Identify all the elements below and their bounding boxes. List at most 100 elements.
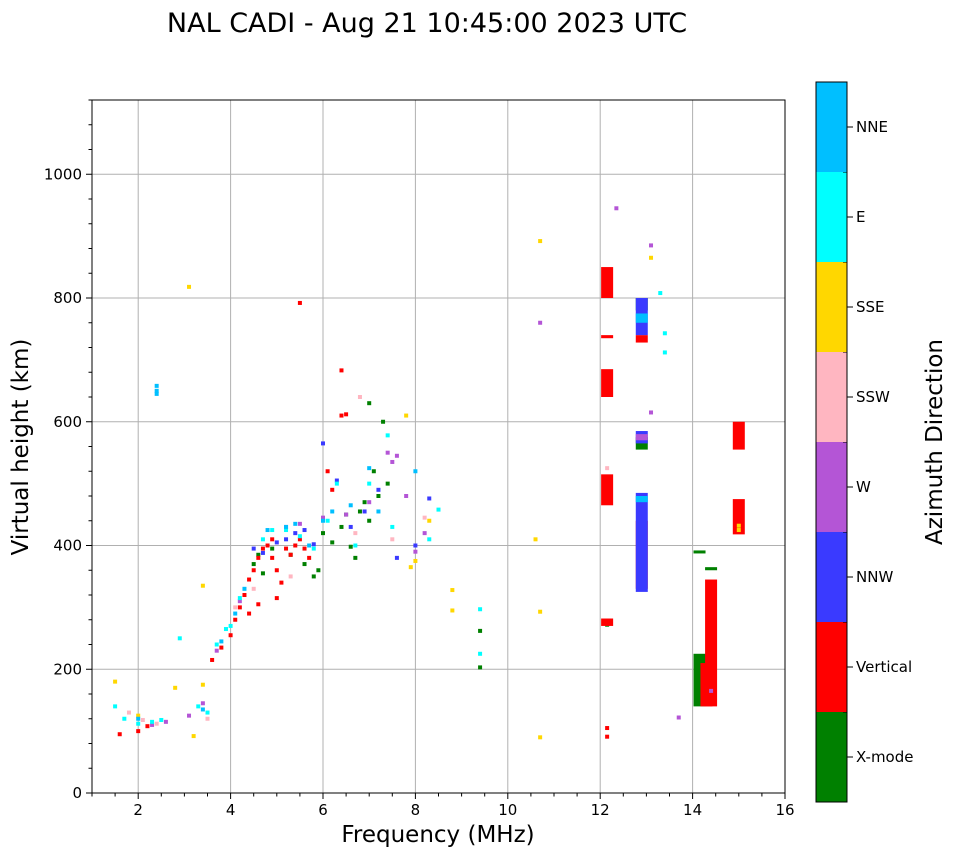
data-point-x-mode [478,665,483,670]
data-point-nnw [311,542,316,547]
data-block-vertical [601,618,614,626]
data-point-vertical [293,543,298,548]
data-point-sse [113,679,118,684]
data-point-nne [154,383,159,388]
data-point-e [228,623,233,628]
data-point-w [200,701,205,706]
colorbar-tick-label: NNW [856,568,893,586]
y-tick-label: 0 [72,784,82,802]
data-point-vertical [247,577,252,582]
data-block-vertical [635,335,648,343]
data-point-vertical [260,546,265,551]
data-point-e [390,524,395,529]
data-point-sse [538,735,543,740]
data-point-x-mode [339,524,344,529]
data-point-nnw [334,478,339,483]
y-tick-label: 200 [53,660,82,678]
data-point-nnw [362,509,367,514]
x-tick-label: 8 [411,801,421,819]
data-point-x-mode [357,509,362,514]
data-point-vertical [297,300,302,305]
data-point-x-mode [367,518,372,523]
data-point-x-mode [376,494,381,498]
data-block-vertical [732,421,745,450]
data-point-sse [450,588,455,593]
data-point-vertical [330,487,335,492]
data-point-sse [413,558,418,563]
colorbar-segment [816,712,847,802]
data-point-nne [242,586,247,591]
data-point-w [390,459,395,464]
data-point-vertical [242,593,247,597]
colorbar-segment [816,172,847,262]
data-point-vertical [145,724,150,729]
data-point-vertical [237,605,242,610]
data-point-w [214,648,219,653]
data-point-e [325,518,330,523]
data-point-nnw [394,555,399,560]
data-point-w [321,515,325,520]
data-point-vertical [274,596,279,601]
data-point-vertical [274,568,279,573]
data-point-e [177,636,182,641]
data-point-vertical [297,537,302,542]
data-point-nne [200,707,205,712]
data-point-e [237,596,242,601]
data-point-vertical [325,469,330,474]
data-point-e [205,710,210,715]
plot-points [113,206,745,740]
data-point-x-mode [385,481,390,486]
data-point-vertical [233,617,238,622]
data-point-x-mode [256,552,261,557]
data-point-x-mode [353,555,358,560]
colorbar-segment [816,82,847,172]
data-point-vertical [219,645,224,650]
data-point-e [427,537,432,542]
data-point-vertical [228,633,233,638]
y-axis-label: Virtual height (km) [8,339,34,556]
data-point-e [284,528,289,533]
data-point-e [136,721,141,726]
data-point-w [237,599,242,604]
data-point-sse [136,713,141,718]
data-point-vertical [265,543,270,548]
data-point-x-mode [251,562,256,567]
y-tick-label: 800 [53,289,82,307]
data-point-nnw [251,546,256,551]
data-point-vertical [302,546,307,551]
data-point-sse [200,682,205,687]
data-point-nne [367,466,372,471]
colorbar-segment [816,532,847,622]
data-point-vertical [270,555,275,560]
data-point-sse [191,734,196,739]
data-point-e [478,651,483,656]
data-block-vertical [732,499,745,535]
data-point-e [334,481,339,486]
data-point-e [223,627,228,632]
data-point-nnw [427,496,432,501]
data-point-vertical [270,537,275,542]
data-point-e [270,528,275,533]
data-point-vertical [256,602,261,607]
data-point-e [353,543,358,548]
colorbar-tick-label: NNE [856,118,888,136]
data-point-ssw [233,605,238,610]
data-block-x-mode [693,550,706,554]
data-block-vertical [601,474,614,506]
data-point-vertical [339,368,344,373]
data-point-vertical [605,734,610,739]
data-point-ssw [126,710,131,715]
data-point-w [413,549,418,554]
data-point-nnw [284,537,289,542]
data-point-ssw [154,721,159,726]
data-point-x-mode [371,469,376,474]
data-point-w [422,531,427,536]
colorbar-tick-label: SSW [856,388,890,406]
colorbar-tick-label: E [856,208,865,226]
x-tick-label: 16 [775,801,794,819]
data-point-vertical [136,729,141,734]
data-point-x-mode [367,401,372,406]
colorbar-segment [816,622,847,712]
data-point-vertical [307,555,312,560]
